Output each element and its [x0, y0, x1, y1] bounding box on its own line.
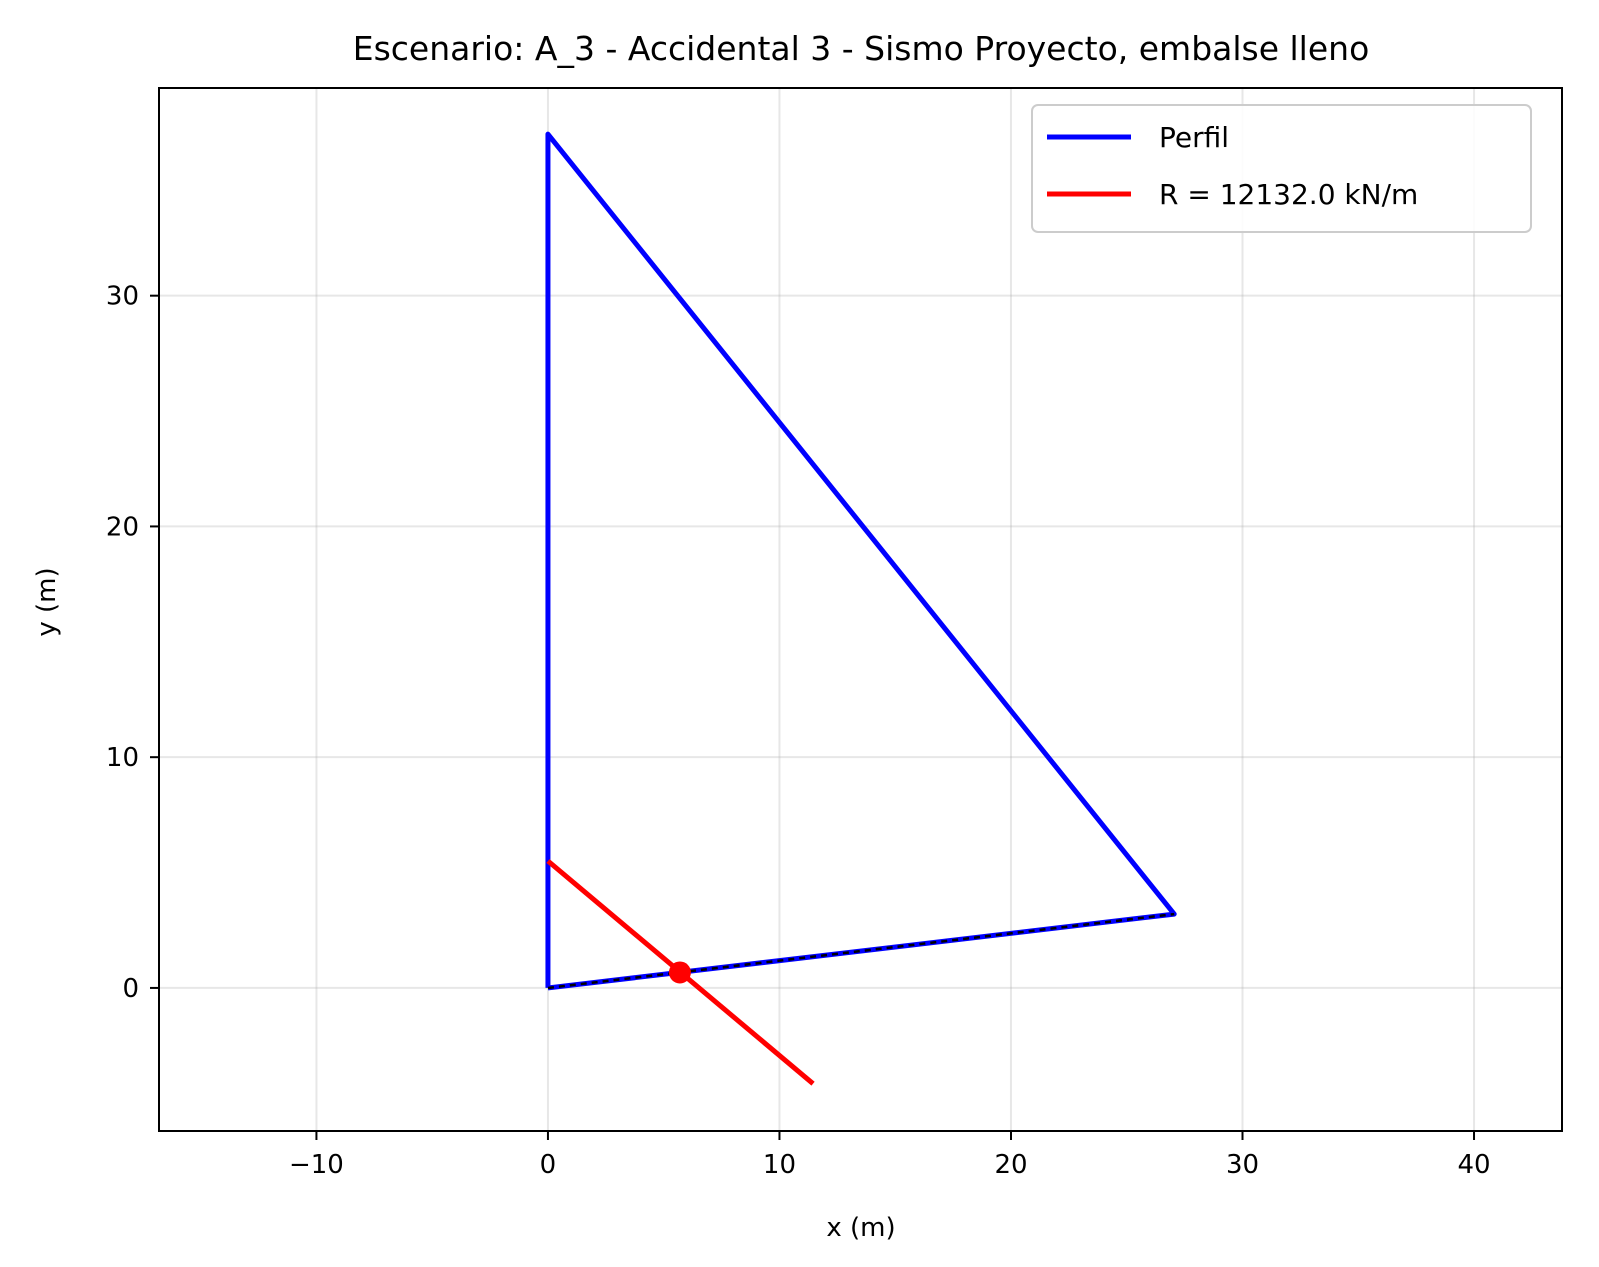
- x-tick-label: 20: [994, 1150, 1027, 1180]
- y-tick-label: 10: [106, 743, 139, 773]
- plot-frame: [158, 87, 1563, 1132]
- legend-box: [1031, 104, 1532, 233]
- axis-ticks: −10 0 10 20 30 40 0 10 20 30: [106, 282, 1491, 1180]
- x-tick-label: −10: [289, 1150, 344, 1180]
- x-tick-label: 40: [1457, 1150, 1490, 1180]
- y-tick-label: 0: [122, 974, 139, 1004]
- x-axis-label: x (m): [826, 1213, 895, 1243]
- x-tick-label: 0: [540, 1150, 557, 1180]
- chart-title: Escenario: A_3 - Accidental 3 - Sismo Pr…: [353, 29, 1370, 68]
- x-tick-label: 10: [763, 1150, 796, 1180]
- y-tick-label: 30: [106, 282, 139, 312]
- series-perfil-line: [545, 131, 1177, 991]
- x-tick-label: 30: [1226, 1150, 1259, 1180]
- resultant-point-marker: [668, 961, 691, 984]
- y-axis-label: y (m): [32, 567, 62, 636]
- plot-series: [545, 131, 1177, 1086]
- legend-label-perfil: Perfil: [1159, 121, 1229, 154]
- y-tick-label: 20: [106, 512, 139, 542]
- legend-label-resultante: R = 12132.0 kN/m: [1159, 178, 1418, 211]
- legend: Perfil R = 12132.0 kN/m: [1031, 104, 1532, 233]
- grid: [159, 88, 1562, 1131]
